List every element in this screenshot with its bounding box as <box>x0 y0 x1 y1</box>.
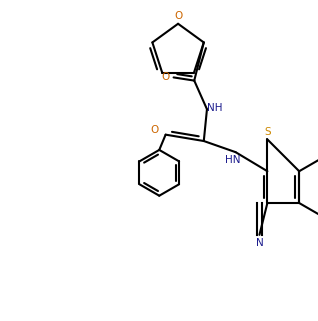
Text: O: O <box>162 73 170 82</box>
Text: N: N <box>256 238 263 248</box>
Text: S: S <box>264 127 271 137</box>
Text: O: O <box>150 125 159 135</box>
Text: O: O <box>174 11 182 21</box>
Text: NH: NH <box>207 103 223 113</box>
Text: HN: HN <box>225 155 240 165</box>
